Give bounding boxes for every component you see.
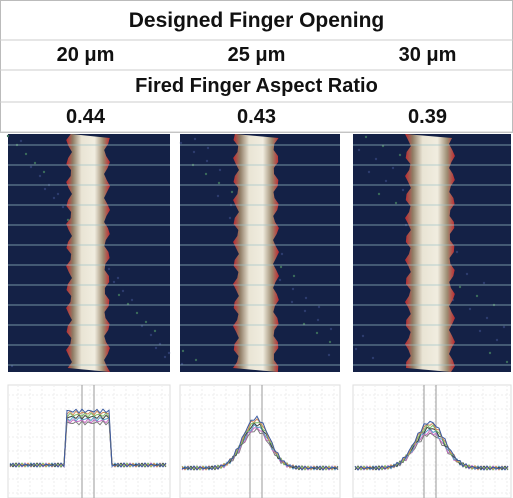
speckle (207, 147, 209, 149)
speckle (476, 295, 478, 297)
speckle (136, 312, 138, 314)
speckle (506, 361, 508, 363)
speckle (328, 354, 330, 356)
speckle (496, 339, 498, 341)
speckle (229, 217, 231, 219)
speckle (195, 359, 197, 361)
speckle (466, 273, 468, 275)
speckle (304, 310, 306, 312)
speckle (194, 138, 196, 140)
speckle (330, 328, 332, 330)
speckle (329, 341, 331, 343)
opening-label: 25 μm (171, 40, 342, 70)
profile-plot (8, 385, 170, 498)
speckle (281, 253, 283, 255)
finger-stripe (405, 134, 455, 372)
speckle (131, 299, 133, 301)
speckle (486, 317, 488, 319)
speckle (456, 251, 458, 253)
speckle (108, 268, 110, 270)
speckle (479, 330, 481, 332)
speckle (182, 350, 184, 352)
speckle (372, 357, 374, 359)
speckle (205, 173, 207, 175)
speckle (395, 202, 397, 204)
speckle (368, 171, 370, 173)
speckle (180, 142, 182, 144)
speckle (164, 356, 166, 358)
speckle (34, 162, 36, 164)
finger-stripe (233, 134, 279, 372)
speckle (155, 347, 157, 349)
speckle (62, 206, 64, 208)
opening-label: 30 μm (342, 40, 513, 70)
speckle (57, 193, 59, 195)
speckle (43, 171, 45, 173)
speckle (402, 189, 404, 191)
speckle (206, 160, 208, 162)
profile-plot (353, 385, 511, 498)
speckle (113, 281, 115, 283)
speckle (193, 151, 195, 153)
speckle (280, 266, 282, 268)
ratio-value: 0.44 (0, 102, 171, 132)
speckle (365, 136, 367, 138)
speckle (489, 352, 491, 354)
speckle (469, 308, 471, 310)
speckle (279, 279, 281, 281)
speckle (145, 321, 147, 323)
speckle (219, 169, 221, 171)
speckle (39, 175, 41, 177)
opening-label: 20 μm (0, 40, 171, 70)
speckle (168, 352, 170, 354)
speckle (293, 275, 295, 277)
speckle (118, 294, 120, 296)
speckle (318, 306, 320, 308)
finger-stripe (66, 134, 110, 372)
speckle (459, 286, 461, 288)
ratio-value: 0.43 (171, 102, 342, 132)
speckle (218, 182, 220, 184)
ratio-value: 0.39 (342, 102, 513, 132)
speckle (392, 167, 394, 169)
speckle (317, 319, 319, 321)
speckle (150, 334, 152, 336)
speckle (44, 188, 46, 190)
speckle (291, 301, 293, 303)
speckle (375, 158, 377, 160)
speckle (483, 282, 485, 284)
speckle (122, 290, 124, 292)
profile-plot (180, 385, 340, 498)
speckle (362, 335, 364, 337)
speckle (305, 297, 307, 299)
speckle (358, 149, 360, 151)
speckle (385, 180, 387, 182)
speckle (355, 348, 357, 350)
figure: Designed Finger Opening 20 μm 25 μm 30 μ… (0, 0, 513, 498)
speckle (117, 277, 119, 279)
speckle (30, 166, 32, 168)
speckle (154, 330, 156, 332)
speckle (399, 154, 401, 156)
speckle (25, 153, 27, 155)
header-subtitle: Fired Finger Aspect Ratio (0, 70, 513, 102)
speckle (316, 332, 318, 334)
speckle (20, 140, 22, 142)
speckle (217, 195, 219, 197)
speckle (503, 326, 505, 328)
speckle (292, 288, 294, 290)
speckle (231, 191, 233, 193)
speckle (53, 197, 55, 199)
speckle (7, 135, 9, 137)
speckle (378, 193, 380, 195)
header-title: Designed Finger Opening (0, 2, 513, 40)
